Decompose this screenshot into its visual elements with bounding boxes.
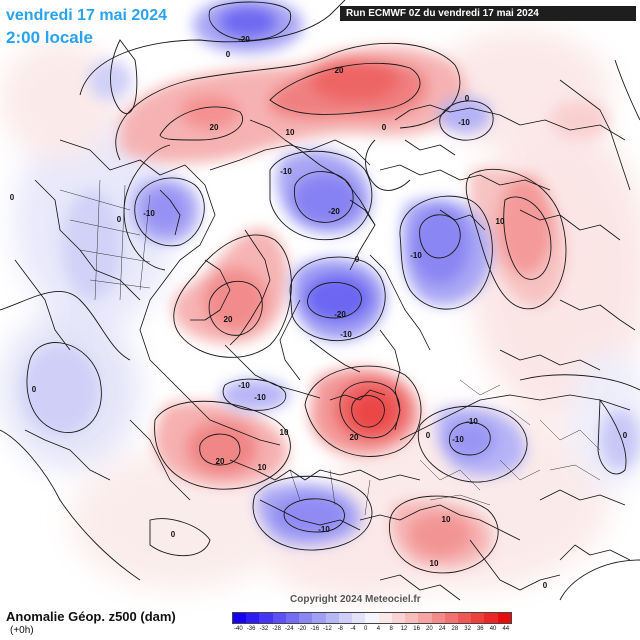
contour-label: 20 [216, 457, 225, 466]
contour-label: -10 [340, 330, 352, 339]
color-scale-ticks: -40 -36 -32 -28 -24 -20 -16 -12 -8 -4 0 4 8 12 16 20 24 2… [232, 626, 512, 638]
colorbar-swatch [325, 613, 339, 623]
colorbar-swatch [233, 613, 247, 623]
colorbar-tick-label: -12 [323, 626, 332, 632]
model-run-label: Run ECMWF 0Z du vendredi 17 mai 2024 [340, 6, 636, 21]
colorbar-swatch [299, 613, 313, 623]
colorbar-swatch [338, 613, 353, 623]
contour-label: 0 [226, 50, 231, 59]
colorbar-tick-label: -8 [337, 626, 343, 632]
contour-label: 10 [442, 515, 451, 524]
colorbar-tick-label: 12 [400, 626, 408, 632]
colorbar-swatch [246, 613, 260, 623]
colorbar-swatch [471, 613, 485, 623]
contour-label: -10 [318, 525, 330, 534]
coastlines [14, 79, 636, 601]
contour-label: 0 [426, 431, 431, 440]
colorbar-swatch [391, 613, 406, 623]
color-scale-bar [232, 612, 512, 624]
contour-label: -10 [254, 393, 266, 402]
colorbar-tick-label: 16 [413, 626, 420, 632]
contour-label: -10 [238, 381, 250, 390]
forecast-lead-time: (+0h) [10, 625, 34, 636]
contour-label: 0 [117, 215, 122, 224]
colorbar-swatch [405, 613, 419, 623]
colorbar-tick-label: 32 [464, 626, 471, 632]
colorbar-tick-label: 40 [489, 626, 497, 632]
colorbar-tick-label: 24 [438, 626, 446, 632]
contour-label: 20 [350, 433, 359, 442]
contour-label: 0 [543, 581, 548, 590]
negative-anomaly-fields [22, 0, 640, 546]
colorbar-swatch [285, 613, 300, 623]
colorbar-tick-label: -40 [234, 626, 243, 632]
colorbar-swatch [365, 613, 379, 623]
contour-label: -10 [143, 209, 155, 218]
contour-label: -10 [458, 118, 470, 127]
colorbar-swatch [312, 613, 326, 623]
colorbar-tick-label: 4 [376, 626, 381, 632]
colorbar-swatch [497, 613, 511, 623]
contour-label: 10 [496, 217, 505, 226]
contour-label: -20 [328, 207, 340, 216]
contour-label: 20 [335, 66, 344, 75]
colorbar-tick-label: -4 [350, 626, 356, 632]
colorbar-tick-label: 0 [364, 626, 368, 632]
contour-label: 0 [623, 431, 628, 440]
colorbar-swatch [259, 613, 273, 623]
colorbar-tick-label: -24 [284, 626, 294, 632]
contour-label: -10 [466, 417, 478, 426]
contour-label: 20 [210, 123, 219, 132]
contour-label: -10 [280, 167, 292, 176]
contour-label: 0 [32, 385, 37, 394]
colorbar-tick-label: 28 [451, 626, 459, 632]
contour-label: 10 [430, 559, 439, 568]
contour-label: 10 [280, 428, 289, 437]
colorbar-tick-label: 8 [389, 626, 393, 632]
contour-lines [0, 0, 640, 601]
copyright-label: Copyright 2024 Meteociel.fr [290, 594, 421, 605]
colorbar-swatch [272, 613, 286, 623]
contour-label: -20 [334, 310, 346, 319]
contour-labels: -20 20 10 0 -10 -20 10 0 -10 20 -10 -20 … [10, 35, 628, 590]
contour-label: 0 [465, 94, 470, 103]
colorbar-swatch [484, 613, 498, 623]
contour-label: 0 [171, 530, 176, 539]
contour-label: 0 [355, 255, 360, 264]
colorbar-tick-label: -20 [297, 626, 307, 632]
colorbar-swatch [352, 613, 366, 623]
colorbar-tick-label: -36 [246, 626, 256, 632]
contour-label: -10 [452, 435, 464, 444]
colorbar-tick-label: -28 [272, 626, 281, 632]
colorbar-swatch [418, 613, 432, 623]
colorbar-swatch [457, 613, 472, 623]
map-variable-title: Anomalie Géop. z500 (dam) [6, 609, 176, 624]
colorbar-swatch [444, 613, 458, 623]
contour-label: 20 [224, 315, 233, 324]
colorbar-tick-label: -16 [310, 626, 320, 632]
political-borders [59, 179, 601, 516]
forecast-date: vendredi 17 mai 2024 [6, 7, 167, 24]
colorbar-swatch [431, 613, 445, 623]
contour-label: 0 [382, 123, 387, 132]
colorbar-swatch [378, 613, 392, 623]
colorbar-tick-label: 44 [502, 626, 510, 632]
contour-label: -10 [410, 251, 422, 260]
colorbar-tick-label: -32 [259, 626, 269, 632]
colorbar-tick-label: 36 [476, 626, 484, 632]
contour-label: 10 [258, 463, 267, 472]
contour-label: 10 [286, 128, 295, 137]
contour-label: 0 [10, 193, 15, 202]
contour-label: -20 [238, 35, 250, 44]
colorbar-tick-label: 20 [426, 626, 433, 632]
forecast-local-time: 2:00 locale [6, 28, 93, 47]
